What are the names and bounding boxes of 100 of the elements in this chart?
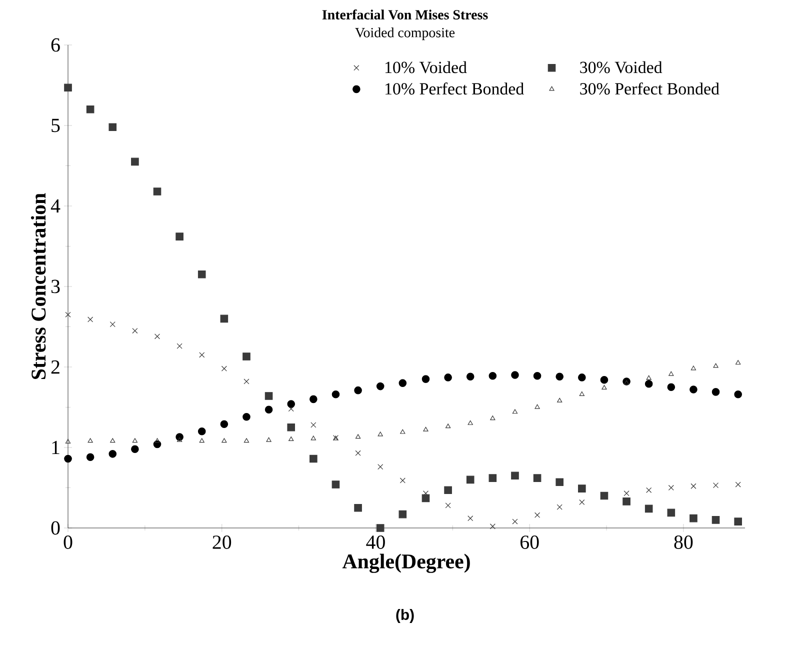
x-tick-label: 20: [212, 536, 232, 549]
point: [556, 504, 562, 510]
point: [310, 436, 316, 440]
point: [154, 438, 160, 443]
point: [221, 366, 227, 372]
point: [488, 474, 497, 482]
point: [154, 334, 160, 340]
point: [176, 343, 182, 349]
point: [65, 438, 71, 444]
point: [511, 371, 519, 379]
point: [644, 380, 653, 388]
point: [287, 423, 296, 432]
point: [690, 483, 696, 489]
point: [534, 512, 540, 518]
point: [310, 454, 318, 463]
point: [602, 385, 607, 390]
point: [600, 376, 608, 384]
point: [86, 453, 94, 462]
point: [355, 434, 361, 439]
point: [578, 484, 586, 492]
point: [378, 432, 383, 436]
point: [446, 424, 451, 428]
point: [422, 375, 430, 383]
y-tick-label: 5: [52, 118, 60, 132]
point: [131, 445, 139, 453]
point: [713, 482, 719, 488]
point: [511, 472, 519, 480]
point: [177, 437, 182, 442]
point: [466, 476, 474, 484]
point: [533, 372, 542, 380]
point: [132, 438, 138, 443]
point: [624, 490, 630, 496]
point: [556, 478, 564, 486]
point: [600, 492, 608, 500]
point: [220, 420, 228, 428]
point: [400, 478, 406, 484]
point: [512, 409, 518, 414]
point: [64, 84, 72, 92]
point: [242, 412, 250, 421]
point: [88, 438, 93, 443]
y-tick-label: 1: [52, 440, 60, 454]
point: [264, 392, 273, 400]
legend-label: 10% Voided: [386, 61, 467, 74]
x-tick-label: 60: [520, 536, 539, 549]
point: [65, 312, 71, 318]
point: [86, 105, 94, 114]
point: [534, 404, 540, 409]
point: [690, 514, 698, 522]
point: [378, 464, 384, 470]
point: [468, 516, 474, 522]
point: [490, 524, 496, 530]
point: [466, 372, 474, 381]
point: [488, 372, 497, 380]
point: [242, 352, 250, 360]
y-tick-label: 3: [51, 280, 60, 294]
point: [354, 504, 362, 512]
point: [288, 436, 294, 442]
point: [264, 406, 273, 414]
point: [668, 484, 674, 491]
point: [622, 498, 630, 506]
point: [624, 380, 630, 385]
point: [198, 427, 206, 436]
point: [400, 429, 406, 434]
point: [176, 232, 184, 240]
point: [734, 390, 742, 398]
point: [646, 487, 652, 493]
point: [108, 450, 117, 458]
y-tick-label: 6: [51, 38, 60, 52]
point: [712, 516, 720, 524]
point: [579, 391, 584, 396]
point: [332, 480, 340, 488]
point: [668, 371, 674, 376]
point: [244, 378, 250, 384]
point: [644, 504, 653, 513]
point: [222, 438, 227, 443]
point: [445, 502, 451, 508]
point: [398, 379, 407, 387]
point: [199, 438, 204, 443]
x-axis-title: Angle(Degree): [342, 554, 470, 573]
point: [734, 518, 742, 526]
x-tick-label: 40: [366, 536, 385, 549]
point: [332, 390, 340, 398]
point: [108, 123, 117, 131]
chart-title: Interfacial Von Mises Stress: [322, 10, 488, 20]
point: [310, 422, 316, 428]
point: [667, 508, 676, 517]
point: [198, 270, 206, 278]
point: [110, 322, 116, 328]
legend-label: 10% Perfect Bonded: [386, 82, 524, 95]
point: [667, 383, 676, 392]
point: [444, 486, 452, 494]
point: [199, 352, 205, 358]
point: [736, 360, 741, 365]
point: [354, 386, 362, 394]
x-tick-label: 80: [674, 536, 693, 549]
point: [690, 386, 698, 394]
point: [423, 426, 428, 432]
point: [288, 406, 294, 412]
point: [132, 328, 138, 334]
y-tick-label: 4: [50, 199, 60, 213]
